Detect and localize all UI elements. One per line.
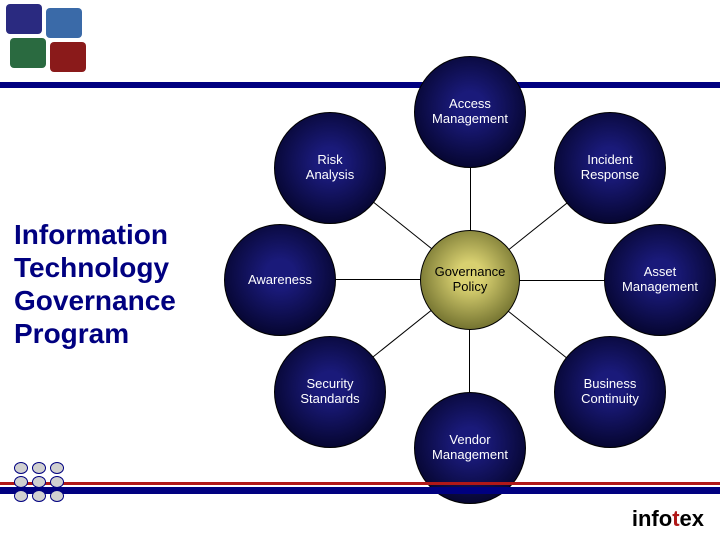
- puzzle-graphic: [6, 4, 92, 74]
- puzzle-piece: [50, 42, 86, 72]
- node-label: Awareness: [244, 273, 316, 288]
- cluster-dot: [14, 490, 28, 502]
- cluster-dot: [14, 476, 28, 488]
- puzzle-piece: [46, 8, 82, 38]
- node-label: AssetManagement: [618, 265, 702, 295]
- title-line-3: Governance: [14, 284, 224, 317]
- diagram-node: IncidentResponse: [554, 112, 666, 224]
- bottom-accent-bar: [0, 482, 720, 485]
- node-label: GovernancePolicy: [431, 265, 510, 295]
- cluster-dot: [32, 490, 46, 502]
- title-line-2: Technology: [14, 251, 224, 284]
- slide: Information Technology Governance Progra…: [0, 0, 720, 540]
- diagram-node: RiskAnalysis: [274, 112, 386, 224]
- bottom-main-bar: [0, 487, 720, 494]
- cluster-dot: [50, 490, 64, 502]
- node-label: RiskAnalysis: [302, 153, 358, 183]
- diagram-center-node: GovernancePolicy: [420, 230, 520, 330]
- diagram-node: SecurityStandards: [274, 336, 386, 448]
- node-label: AccessManagement: [428, 97, 512, 127]
- cluster-dot: [14, 462, 28, 474]
- governance-diagram: AccessManagement IncidentResponse AssetMan…: [230, 60, 710, 480]
- diagram-node: AssetManagement: [604, 224, 716, 336]
- title-line-1: Information: [14, 218, 224, 251]
- title-line-4: Program: [14, 317, 224, 350]
- cluster-dot: [50, 476, 64, 488]
- cluster-dot: [50, 462, 64, 474]
- dot-cluster-graphic: [12, 460, 68, 504]
- node-label: BusinessContinuity: [577, 377, 643, 407]
- puzzle-piece: [10, 38, 46, 68]
- cluster-dot: [32, 462, 46, 474]
- logo-pre: info: [632, 506, 672, 531]
- diagram-node: BusinessContinuity: [554, 336, 666, 448]
- puzzle-piece: [6, 4, 42, 34]
- diagram-node: AccessManagement: [414, 56, 526, 168]
- cluster-dot: [32, 476, 46, 488]
- footer-logo: infotex: [632, 506, 704, 532]
- node-label: SecurityStandards: [296, 377, 363, 407]
- logo-post: ex: [680, 506, 704, 531]
- logo-accent: t: [672, 506, 679, 531]
- node-label: VendorManagement: [428, 433, 512, 463]
- page-title: Information Technology Governance Progra…: [14, 218, 224, 350]
- node-label: IncidentResponse: [577, 153, 644, 183]
- diagram-node: Awareness: [224, 224, 336, 336]
